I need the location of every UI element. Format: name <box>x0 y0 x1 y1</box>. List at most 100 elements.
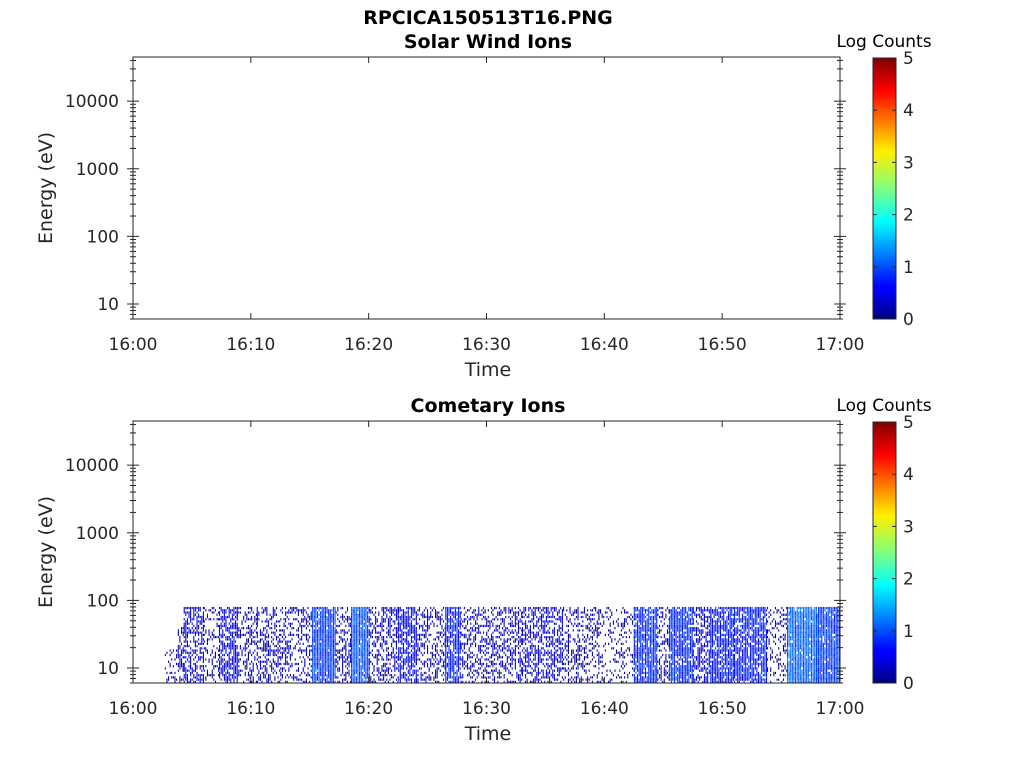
spectrogram-cell <box>223 618 225 621</box>
spectrogram-cell <box>454 606 456 610</box>
spectrogram-cell <box>521 627 523 630</box>
spectrogram-cell <box>585 651 587 654</box>
spectrogram-cell <box>323 613 325 616</box>
spectrogram-cell <box>459 611 461 614</box>
spectrogram-cell <box>517 651 520 654</box>
spectrogram-cell <box>544 631 546 634</box>
spectrogram-cell <box>321 633 323 637</box>
spectrogram-cell <box>323 636 325 639</box>
spectrogram-cell <box>177 651 179 654</box>
spectrogram-cell <box>422 633 424 637</box>
spectrogram-cell <box>352 678 354 681</box>
spectrogram-cell <box>267 649 270 652</box>
spectrogram-cell <box>422 674 424 677</box>
spectrogram-cell <box>246 658 248 661</box>
spectrogram-cell <box>519 636 521 639</box>
spectrogram-cell <box>266 613 268 616</box>
spectrogram-cell <box>357 642 359 645</box>
spectrogram-cell <box>459 644 461 648</box>
spectrogram-cell <box>275 653 278 657</box>
spectrogram-cell <box>427 618 429 621</box>
spectrogram-cell <box>357 662 359 666</box>
spectrogram-cell <box>468 647 470 650</box>
spectrogram-cell <box>357 680 359 683</box>
spectrogram-cell <box>352 653 354 657</box>
spectrogram-cell <box>249 674 251 677</box>
spectrogram-cell <box>337 631 339 634</box>
spectrogram-cell <box>542 676 544 679</box>
spectrogram-cell <box>381 629 383 632</box>
spectrogram-cell <box>225 676 227 679</box>
spectrogram-cell <box>220 649 222 652</box>
spectrogram-cell <box>183 631 185 634</box>
spectrogram-cell <box>514 620 516 623</box>
spectrogram-cell <box>329 638 331 641</box>
spectrogram-cell <box>486 642 488 645</box>
spectrogram-cell <box>427 629 429 632</box>
spectrogram-cell <box>541 633 543 637</box>
spectrogram-cell <box>323 671 325 675</box>
spectrogram-cell <box>222 660 224 663</box>
spectrogram-cell <box>511 658 513 661</box>
spectrogram-cell <box>433 678 435 681</box>
spectrogram-cell <box>201 636 203 639</box>
spectrogram-cell <box>395 640 397 643</box>
spectrogram-cell <box>471 627 473 630</box>
spectrogram-cell <box>541 676 543 679</box>
spectrogram-cell <box>534 609 536 612</box>
spectrogram-cell <box>417 622 419 625</box>
spectrogram-cell <box>201 631 203 634</box>
spectrogram-cell <box>484 638 486 641</box>
spectrogram-cell <box>444 660 446 663</box>
spectrogram-cell <box>549 611 551 614</box>
spectrogram-cell <box>394 662 396 666</box>
spectrogram-cell <box>386 658 388 661</box>
spectrogram-cell <box>203 669 205 672</box>
spectrogram-cell <box>521 642 523 645</box>
spectrogram-cell <box>579 658 581 661</box>
spectrogram-cell <box>267 636 270 639</box>
spectrogram-cell <box>246 642 248 645</box>
spectrogram-cell <box>320 618 322 621</box>
spectrogram-cell <box>531 671 533 675</box>
spectrogram-cell <box>261 647 263 650</box>
spectrogram-cell <box>366 653 369 657</box>
spectrogram-cell <box>443 629 445 632</box>
spectrogram-cell <box>476 676 478 679</box>
spectrogram-cell <box>456 674 458 677</box>
spectrogram-cell <box>402 667 405 670</box>
spectrogram-cell <box>557 629 559 632</box>
spectrogram-cell <box>379 674 381 677</box>
spectrogram-cell <box>363 644 365 648</box>
spectrogram-cell <box>567 674 569 677</box>
spectrogram-cell <box>389 615 391 619</box>
spectrogram-cell <box>401 676 403 679</box>
spectrogram-cell <box>222 615 224 619</box>
spectrogram-cell <box>560 627 562 630</box>
spectrogram-cell <box>177 633 179 637</box>
spectrogram-cell <box>263 611 265 614</box>
spectrogram-cell <box>470 676 472 679</box>
spectrogram-cell <box>392 665 394 668</box>
spectrogram-cell <box>286 680 288 683</box>
spectrogram-cell <box>443 633 445 637</box>
spectrogram-cell <box>537 620 539 623</box>
spectrogram-cell <box>541 669 543 672</box>
spectrogram-cell <box>350 627 353 630</box>
spectrogram-cell <box>379 653 381 657</box>
spectrogram-cell <box>582 667 584 670</box>
spectrogram-cell <box>202 658 204 661</box>
spectrogram-cell <box>266 624 268 628</box>
spectrogram-cell <box>575 678 577 681</box>
spectrogram-cell <box>415 638 417 641</box>
spectrogram-cell <box>296 618 298 621</box>
spectrogram-cell <box>324 642 327 645</box>
spectrogram-cell <box>198 627 200 630</box>
spectrogram-cell <box>523 647 525 650</box>
spectrogram-cell <box>466 665 469 668</box>
spectrogram-cell <box>479 631 481 634</box>
spectrogram-cell <box>414 651 416 654</box>
spectrogram-cell <box>593 618 595 621</box>
spectrogram-cell <box>397 676 399 679</box>
spectrogram-cell <box>407 613 409 616</box>
